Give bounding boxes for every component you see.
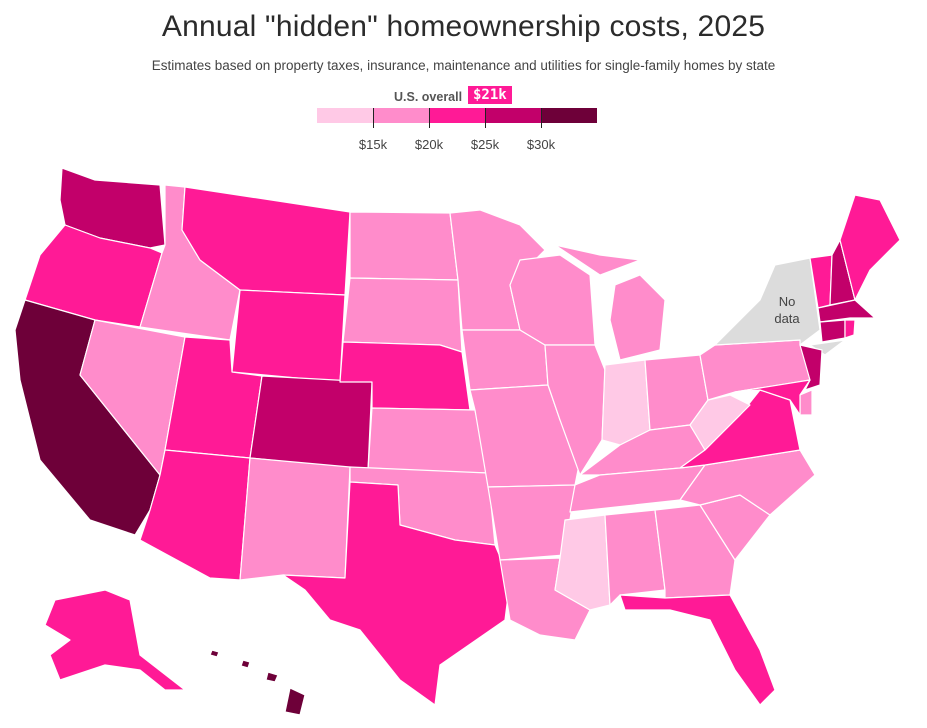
chart-title: Annual "hidden" homeownership costs, 202… — [161, 10, 766, 43]
state-nd[interactable] — [349, 211, 459, 281]
legend-color-scale — [317, 108, 597, 123]
state-de[interactable] — [799, 389, 813, 416]
legend-swatch-5 — [541, 108, 597, 123]
legend-tick — [373, 108, 374, 128]
state-ks[interactable] — [367, 407, 489, 474]
state-nm[interactable] — [239, 457, 351, 581]
state-ak[interactable] — [44, 589, 186, 691]
state-co[interactable] — [249, 375, 373, 471]
legend-swatch-1 — [317, 108, 373, 123]
state-mi[interactable] — [554, 244, 666, 361]
us-overall-value: $21k — [468, 86, 512, 104]
legend: U.S. overall $21k $15k $20k $25k $30k — [317, 86, 599, 156]
state-nj[interactable] — [799, 344, 823, 391]
no-data-label-line1: No — [779, 294, 796, 309]
legend-tick — [429, 108, 430, 128]
legend-tick — [485, 108, 486, 128]
state-hi[interactable] — [209, 649, 306, 716]
legend-tick-label: $15k — [358, 137, 388, 152]
no-data-label-line2: data — [774, 311, 800, 326]
chart-subtitle: Estimates based on property taxes, insur… — [151, 58, 776, 73]
state-ct[interactable] — [819, 319, 846, 343]
state-tx[interactable] — [282, 481, 511, 706]
state-il[interactable] — [544, 344, 606, 476]
state-ri[interactable] — [844, 319, 856, 339]
legend-tick-label: $25k — [470, 137, 500, 152]
state-ma[interactable] — [817, 299, 876, 323]
legend-tick — [541, 108, 542, 128]
us-overall-label: U.S. overall — [394, 90, 463, 104]
state-md[interactable] — [734, 379, 811, 416]
state-sd[interactable] — [342, 277, 463, 353]
state-al[interactable] — [604, 509, 666, 606]
state-wi[interactable] — [509, 254, 596, 346]
state-wy[interactable] — [231, 289, 346, 383]
legend-tick-label: $20k — [414, 137, 444, 152]
legend-swatch-3 — [429, 108, 485, 123]
legend-swatch-4 — [485, 108, 541, 123]
state-in[interactable] — [601, 359, 651, 446]
legend-swatch-2 — [373, 108, 429, 123]
state-fl[interactable] — [619, 594, 776, 706]
states-layer — [14, 167, 901, 716]
legend-tick-label: $30k — [526, 137, 556, 152]
